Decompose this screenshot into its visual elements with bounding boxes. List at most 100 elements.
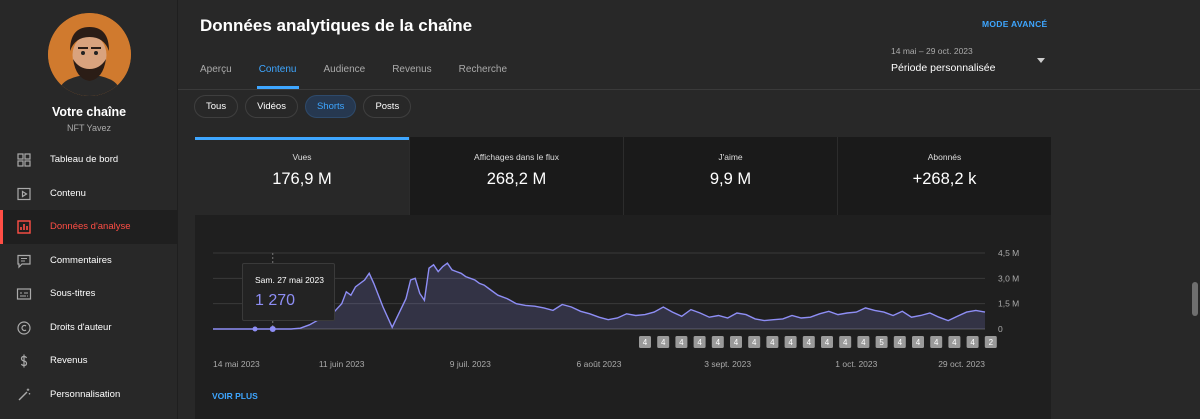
views-chart[interactable]: 0 1,5 M 3,0 M 4,5 M 14 mai 2023 11 juin 2023 9… — [195, 232, 1051, 372]
x-tick-label: 9 juil. 2023 — [450, 359, 491, 369]
sidebar-item-copyright[interactable]: Droits d'auteur — [0, 311, 178, 345]
sidebar-item-comments[interactable]: Commentaires — [0, 244, 178, 278]
upload-marker — [875, 336, 888, 348]
analytics-card: Vues 176,9 M Affichages dans le flux 268… — [195, 137, 1051, 419]
page-title: Données analytiques de la chaîne — [200, 16, 473, 35]
metric-views[interactable]: Vues 176,9 M — [195, 137, 409, 215]
upload-marker-label: 4 — [934, 338, 939, 347]
upload-marker — [802, 336, 815, 348]
upload-marker — [912, 336, 924, 348]
chip-shorts[interactable]: Shorts — [304, 95, 357, 118]
sidebar-item-label: Contenu — [50, 187, 86, 199]
channel-name: NFT Yavez — [66, 123, 111, 133]
upload-marker-label: 4 — [843, 338, 848, 347]
x-tick-label: 29 oct. 2023 — [938, 359, 985, 369]
tab-revenue[interactable]: Revenus — [392, 64, 432, 75]
upload-marker-label: 4 — [970, 338, 975, 347]
sidebar: Votre chaîne NFT Yavez Tableau de bord C… — [0, 0, 178, 419]
tab-overview[interactable]: Aperçu — [200, 64, 232, 75]
period-label: Période personnalisée — [891, 62, 996, 74]
tooltip-value: 1 270 — [255, 292, 296, 309]
see-more-link[interactable]: VOIR PLUS — [212, 391, 258, 401]
x-tick-label: 14 mai 2023 — [213, 359, 260, 369]
upload-marker — [675, 336, 688, 348]
upload-marker-label: 2 — [989, 338, 994, 347]
sidebar-item-label: Tableau de bord — [50, 154, 119, 166]
tab-content[interactable]: Contenu — [256, 57, 299, 89]
avatar[interactable] — [48, 13, 131, 96]
content-icon — [16, 186, 32, 202]
upload-marker — [657, 336, 670, 348]
upload-marker-label: 4 — [770, 338, 775, 347]
sidebar-item-revenue[interactable]: Revenus — [0, 344, 178, 378]
dashboard-icon — [16, 152, 32, 168]
upload-marker — [821, 336, 833, 348]
metric-feed-views[interactable]: Affichages dans le flux 268,2 M — [409, 137, 623, 215]
sidebar-nav: Tableau de bord Contenu Données d'analys… — [0, 143, 178, 411]
metric-value: +268,2 k — [912, 170, 977, 188]
sidebar-item-subtitles[interactable]: Sous-titres — [0, 277, 178, 311]
metric-label: J'aime — [718, 152, 743, 162]
x-tick-label: 6 août 2023 — [577, 359, 622, 369]
dollar-icon — [16, 353, 32, 369]
y-tick-label: 3,0 M — [998, 273, 1019, 283]
upload-marker — [639, 336, 651, 348]
metric-subscribers[interactable]: Abonnés +268,2 k — [837, 137, 1051, 215]
upload-marker-label: 4 — [861, 338, 866, 347]
scrollbar[interactable] — [1192, 282, 1198, 316]
y-tick-label: 0 — [998, 324, 1003, 334]
upload-marker — [748, 336, 761, 348]
channel-title: Votre chaîne — [51, 105, 127, 119]
series-line — [213, 262, 986, 330]
period-range: 14 mai – 29 oct. 2023 — [891, 46, 973, 56]
chip-all[interactable]: Tous — [194, 95, 239, 118]
tab-audience[interactable]: Audience — [323, 64, 366, 75]
metric-likes[interactable]: J'aime 9,9 M — [623, 137, 837, 215]
metric-label: Abonnés — [927, 152, 962, 162]
metric-label: Vues — [292, 152, 312, 162]
metric-value: 176,9 M — [272, 170, 332, 188]
sidebar-item-content[interactable]: Contenu — [0, 177, 178, 211]
sidebar-item-customization[interactable]: Personnalisation — [0, 378, 178, 412]
upload-marker-label: 4 — [898, 338, 903, 347]
upload-marker-label: 4 — [661, 338, 666, 347]
sidebar-item-dashboard[interactable]: Tableau de bord — [0, 143, 178, 177]
metric-value: 268,2 M — [486, 170, 547, 188]
x-tick-label: 3 sept. 2023 — [704, 359, 751, 369]
metric-value: 9,9 M — [709, 170, 752, 188]
content-type-chips: Tous Vidéos Shorts Posts — [194, 95, 418, 118]
sidebar-item-label: Données d'analyse — [50, 221, 131, 233]
main-content: Données analytiques de la chaîne MODE AV… — [178, 0, 1200, 419]
upload-marker — [730, 336, 742, 348]
upload-marker — [711, 336, 724, 348]
tooltip-date: Sam. 27 mai 2023 — [255, 275, 324, 285]
upload-marker — [839, 336, 852, 348]
upload-marker-label: 4 — [716, 338, 721, 347]
metric-tabs: Vues 176,9 M Affichages dans le flux 268… — [195, 137, 1051, 215]
tab-research[interactable]: Recherche — [458, 64, 508, 75]
analytics-icon — [16, 219, 32, 235]
metric-label: Affichages dans le flux — [474, 152, 559, 162]
series-point — [252, 326, 258, 332]
copyright-icon — [16, 320, 32, 336]
chip-videos[interactable]: Vidéos — [245, 95, 298, 118]
upload-marker-label: 4 — [697, 338, 702, 347]
y-tick-label: 4,5 M — [998, 248, 1019, 258]
magic-wand-icon — [16, 387, 32, 403]
upload-marker-label: 4 — [825, 338, 830, 347]
upload-marker-label: 4 — [916, 338, 921, 347]
sidebar-item-label: Personnalisation — [50, 388, 121, 400]
upload-marker-label: 4 — [952, 338, 957, 347]
upload-marker — [693, 336, 706, 348]
x-tick-label: 1 oct. 2023 — [835, 359, 877, 369]
upload-marker-label: 4 — [734, 338, 739, 347]
upload-marker — [948, 336, 961, 348]
upload-marker-label: 4 — [807, 338, 812, 347]
advanced-mode-button[interactable]: MODE AVANCÉ — [982, 19, 1048, 29]
sidebar-item-label: Revenus — [50, 355, 88, 367]
x-tick-label: 11 juin 2023 — [319, 359, 365, 369]
period-selector[interactable]: 14 mai – 29 oct. 2023 Période personnali… — [891, 46, 1051, 74]
sidebar-item-analytics[interactable]: Données d'analyse — [0, 210, 178, 244]
upload-marker-label: 4 — [752, 338, 757, 347]
chip-posts[interactable]: Posts — [363, 95, 412, 118]
